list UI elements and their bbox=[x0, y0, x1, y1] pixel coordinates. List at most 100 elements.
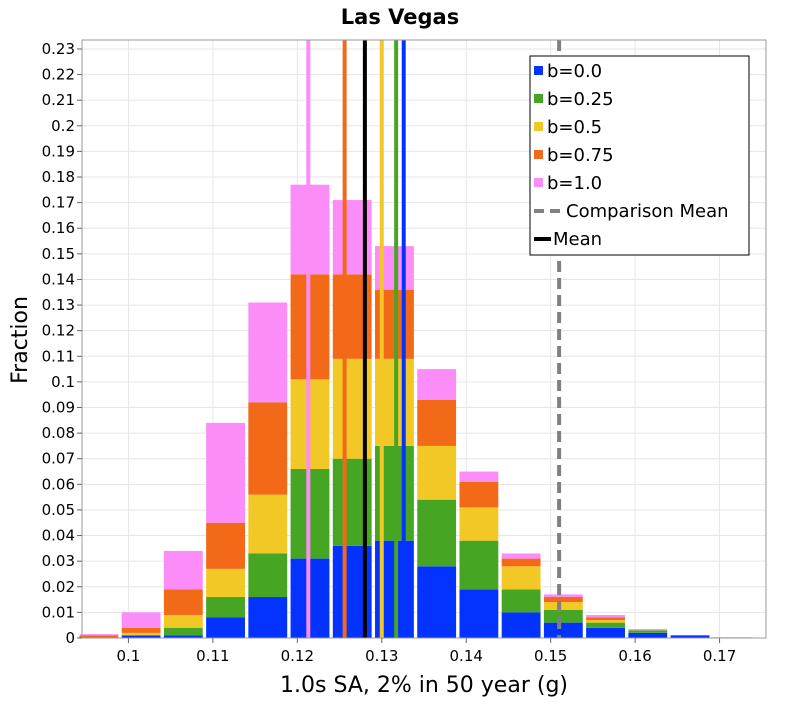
y-axis-ticks: 0 0.01 0.02 0.03 0.04 0.05 0.06 0.07 0.08 0.09 0.1… bbox=[42, 40, 82, 647]
bar-segment-b-1-0 bbox=[79, 634, 119, 636]
y-axis-label: Fraction bbox=[8, 296, 33, 384]
bar-segment-b-0-75 bbox=[121, 627, 161, 633]
bar-segment-b-1-0 bbox=[501, 553, 541, 559]
y-tick-label: 0.21 bbox=[42, 91, 75, 109]
bar-segment-b-0-25 bbox=[163, 627, 203, 636]
bar-segment-b-0-0 bbox=[501, 612, 541, 638]
bar-segment-b-1-0 bbox=[628, 629, 668, 631]
legend-label-comparison-mean: Comparison Mean bbox=[566, 201, 729, 222]
y-tick-label: 0.05 bbox=[42, 501, 75, 519]
legend-label-b-0-0: b=0.0 bbox=[547, 61, 602, 82]
bar-segment-b-0-75 bbox=[248, 402, 288, 495]
y-tick-label: 0.19 bbox=[42, 142, 75, 160]
y-tick-label: 0.01 bbox=[42, 603, 75, 621]
y-tick-label: 0.18 bbox=[42, 168, 75, 186]
legend-label-mean: Mean bbox=[553, 229, 602, 250]
bar-segment-b-0-25 bbox=[586, 622, 625, 628]
bar-segment-b-0-5 bbox=[501, 566, 541, 590]
x-axis-label: 1.0s SA, 2% in 50 year (g) bbox=[280, 673, 568, 698]
x-tick-label: 0.1 bbox=[117, 647, 141, 665]
bar-segment-b-1-0 bbox=[121, 612, 161, 628]
y-tick-label: 0.1 bbox=[51, 373, 75, 391]
bar-segment-b-0-25 bbox=[628, 630, 668, 633]
x-tick-label: 0.13 bbox=[365, 647, 398, 665]
bar-segment-b-0-75 bbox=[163, 589, 203, 615]
bar-segment-b-0-25 bbox=[543, 609, 583, 623]
legend-swatch-b-0-25 bbox=[534, 94, 543, 103]
y-tick-label: 0.14 bbox=[42, 270, 75, 288]
bar-segment-b-1-0 bbox=[543, 594, 583, 598]
x-tick-label: 0.15 bbox=[534, 647, 567, 665]
legend-swatch-b-0-5 bbox=[534, 122, 543, 131]
y-tick-label: 0.12 bbox=[42, 322, 75, 340]
x-tick-label: 0.11 bbox=[196, 647, 229, 665]
bar-segment-b-0-5 bbox=[586, 620, 625, 623]
x-tick-label: 0.12 bbox=[281, 647, 314, 665]
y-tick-label: 0.22 bbox=[42, 66, 75, 84]
y-tick-label: 0.17 bbox=[42, 194, 75, 212]
y-tick-label: 0.15 bbox=[42, 245, 75, 263]
y-tick-label: 0.23 bbox=[42, 40, 75, 58]
y-tick-label: 0.08 bbox=[42, 424, 75, 442]
y-tick-label: 0.06 bbox=[42, 475, 75, 493]
x-tick-label: 0.17 bbox=[703, 647, 736, 665]
bar-segment-b-0-75 bbox=[79, 635, 119, 638]
bar-segment-b-0-25 bbox=[501, 589, 541, 613]
y-tick-label: 0.07 bbox=[42, 450, 75, 468]
bar-segment-b-0-75 bbox=[586, 617, 625, 621]
legend-swatch-b-0-0 bbox=[534, 66, 543, 75]
bar-segment-b-0-0 bbox=[628, 632, 668, 638]
x-tick-label: 0.14 bbox=[450, 647, 483, 665]
bar-segment-b-0-5 bbox=[543, 602, 583, 610]
bar-segment-b-0-0 bbox=[543, 622, 583, 638]
x-tick-label: 0.16 bbox=[618, 647, 651, 665]
chart-title: Las Vegas bbox=[341, 5, 459, 29]
bar-segment-b-0-0 bbox=[121, 635, 161, 638]
bar-segment-b-1-0 bbox=[163, 550, 203, 590]
legend-label-b-1-0: b=1.0 bbox=[547, 173, 602, 194]
bar-segment-b-1-0 bbox=[459, 471, 499, 482]
bar-segment-b-0-75 bbox=[417, 399, 457, 446]
bar-segment-b-0-75 bbox=[543, 597, 583, 603]
bar-segment-b-1-0 bbox=[248, 302, 288, 403]
bar-segment-b-0-75 bbox=[501, 558, 541, 567]
x-axis-ticks: 0.1 0.11 0.12 0.13 0.14 0.15 0.16 0.17 bbox=[117, 638, 736, 665]
legend-swatch-b-1-0 bbox=[534, 178, 543, 187]
bar-segment-b-0-5 bbox=[459, 507, 499, 541]
bar-segment-b-0-25 bbox=[459, 540, 499, 590]
bar-segment-b-1-0 bbox=[206, 422, 245, 523]
bar-segment-b-1-0 bbox=[670, 634, 710, 636]
bar-segment-b-0-0 bbox=[670, 635, 710, 638]
bar-segment-b-0-5 bbox=[121, 632, 161, 636]
bar-segment-b-1-0 bbox=[586, 614, 625, 618]
bar-segment-b-0-75 bbox=[459, 481, 499, 508]
y-tick-label: 0.02 bbox=[42, 578, 75, 596]
bar-segment-b-0-75 bbox=[206, 522, 245, 569]
legend-box bbox=[529, 55, 750, 256]
y-tick-label: 0 bbox=[65, 629, 75, 647]
y-tick-label: 0.04 bbox=[42, 527, 75, 545]
legend-label-b-0-25: b=0.25 bbox=[547, 89, 614, 110]
bar-segment-b-0-5 bbox=[163, 614, 203, 628]
bar-segment-b-0-0 bbox=[586, 627, 625, 638]
y-tick-label: 0.13 bbox=[42, 296, 75, 314]
y-tick-label: 0.16 bbox=[42, 219, 75, 237]
legend-label-b-0-75: b=0.75 bbox=[547, 145, 614, 166]
bar-segment-b-0-5 bbox=[248, 494, 288, 554]
bar-segment-b-0-25 bbox=[248, 553, 288, 598]
legend-label-b-0-5: b=0.5 bbox=[547, 117, 602, 138]
plot-frame bbox=[81, 39, 767, 639]
bar-segment-b-0-0 bbox=[417, 566, 457, 638]
bar-segment-b-0-0 bbox=[163, 635, 203, 638]
bar-segment-b-0-5 bbox=[206, 568, 245, 598]
bar-segment-b-1-0 bbox=[417, 369, 457, 400]
bar-segment-b-0-0 bbox=[206, 617, 245, 638]
bar-segment-b-0-25 bbox=[417, 499, 457, 567]
legend-swatch-b-0-75 bbox=[534, 150, 543, 159]
y-tick-label: 0.03 bbox=[42, 552, 75, 570]
bar-segment-b-0-0 bbox=[248, 597, 288, 638]
mean-lines bbox=[306, 40, 562, 638]
y-tick-label: 0.09 bbox=[42, 399, 75, 417]
